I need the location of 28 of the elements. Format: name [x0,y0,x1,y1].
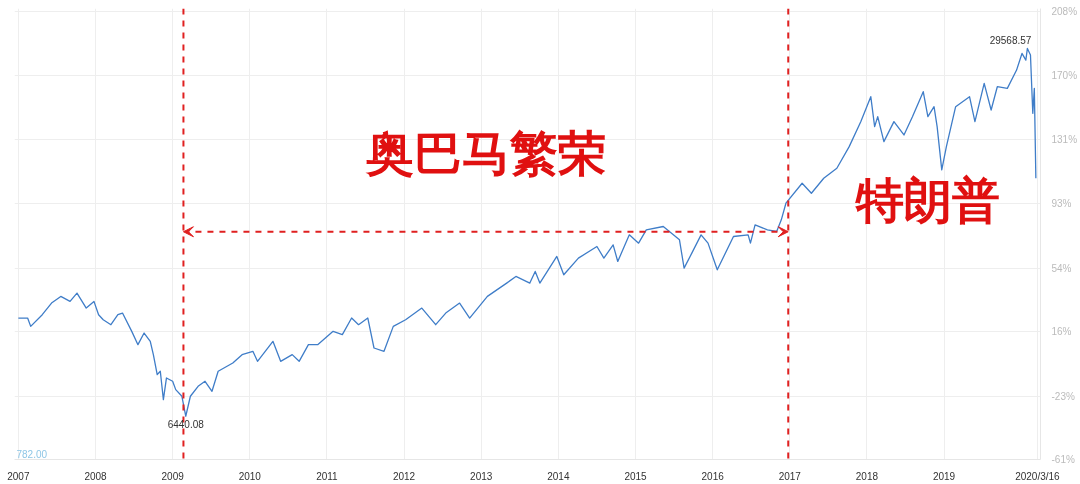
y-tick-label: 131% [1051,134,1078,146]
x-tick-label: 2015 [624,470,648,482]
y-tick-label: 54% [1051,262,1072,274]
x-tick-label: 2008 [84,470,108,482]
y-tick-label: 93% [1051,197,1072,209]
x-tick-label: 2018 [855,470,879,482]
annotation: 6440.08 [167,419,205,431]
annotation: 特朗普 [854,174,1000,228]
x-tick-label: 2019 [932,470,956,482]
x-tick-label: 2016 [701,470,725,482]
x-tick-label: 2020/3/16 [1015,470,1061,482]
x-tick-label: 2013 [470,470,493,482]
x-tick-label: 2007 [7,470,30,482]
line-series [17,47,1037,417]
y-tick-label: -23% [1051,390,1075,402]
y-tick-label: 170% [1051,69,1078,81]
annotation: 奥巴马繁荣 [364,126,606,180]
x-tick-label: 2009 [161,470,185,482]
y-tick-label: 208% [1051,6,1078,18]
x-tick-label: 2010 [238,470,262,482]
x-tick-label: 2017 [778,470,802,482]
annotation: 782.00 [16,448,48,460]
y-tick-label: 16% [1051,325,1072,337]
x-tick-label: 2012 [392,470,416,482]
x-tick-label: 2011 [316,470,339,482]
x-tick-label: 2014 [547,470,570,482]
y-tick-label: -61% [1051,454,1075,465]
annotation: 29568.57 [989,35,1032,47]
